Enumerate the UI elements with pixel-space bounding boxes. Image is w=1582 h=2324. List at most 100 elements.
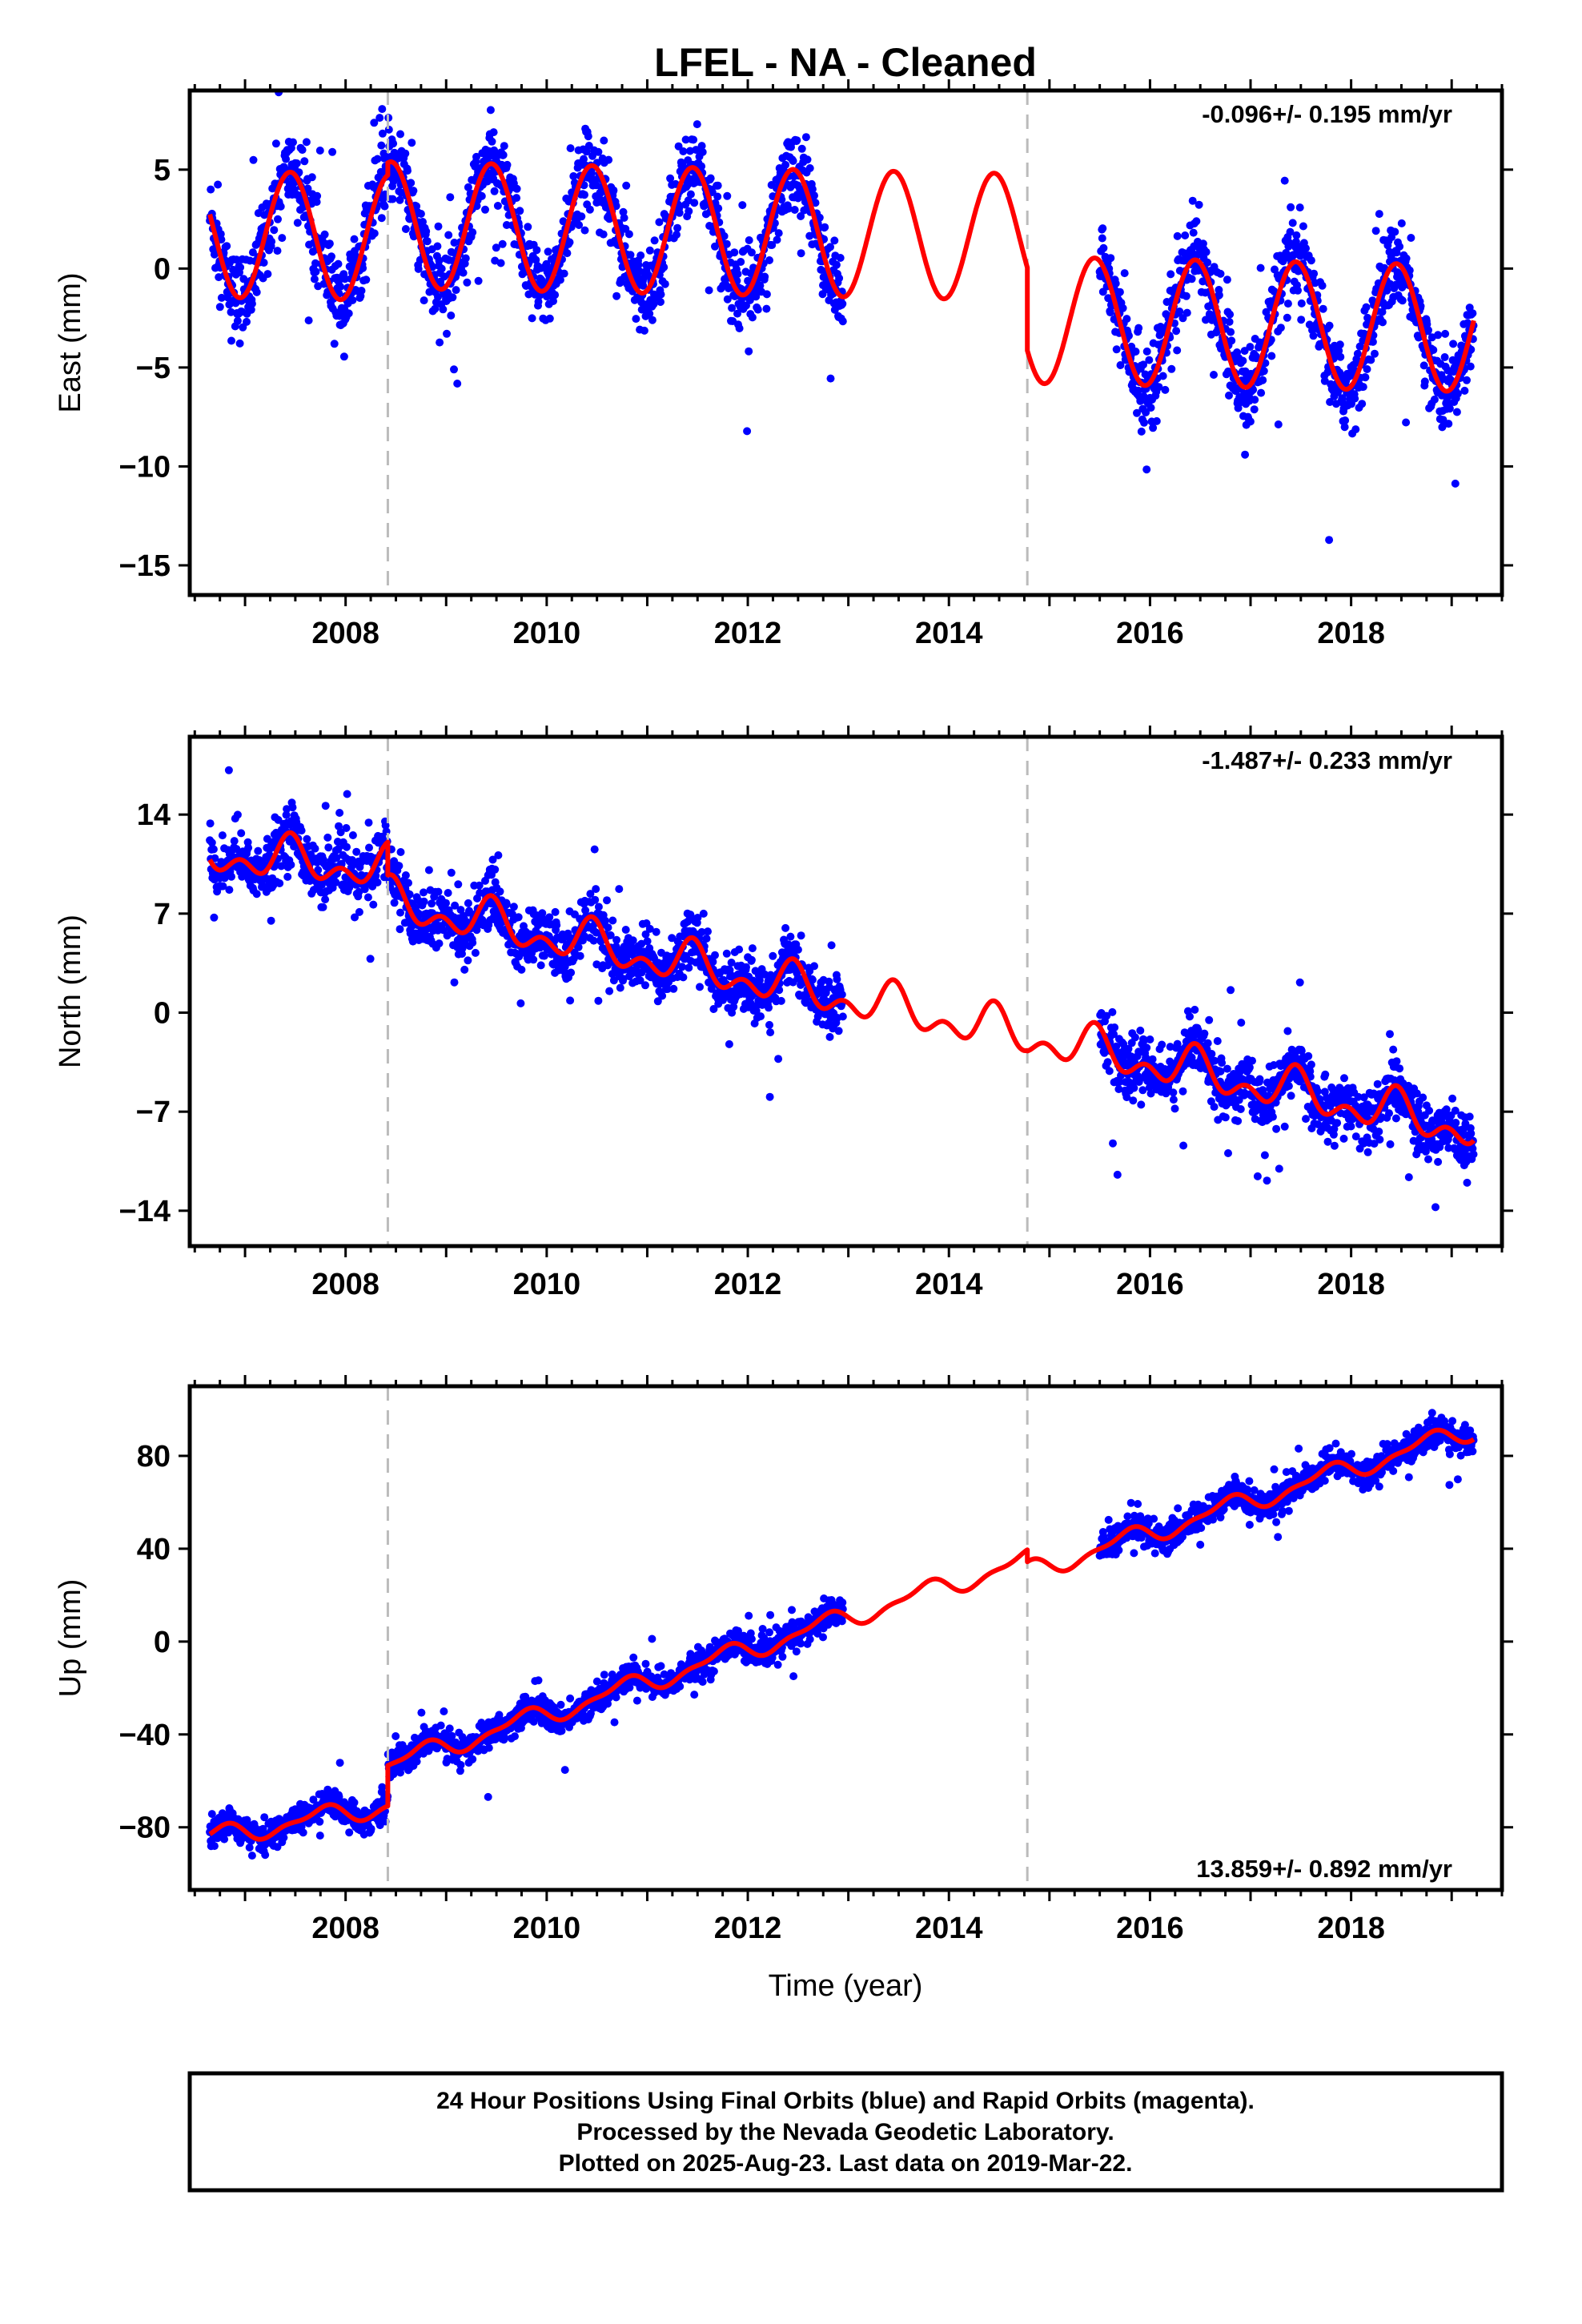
east-point <box>1336 352 1345 361</box>
north-point <box>303 834 311 843</box>
north-ytick-label: 14 <box>137 798 171 832</box>
east-ytick-label: −15 <box>119 549 171 583</box>
east-point <box>556 275 564 284</box>
east-point <box>448 293 457 302</box>
east-point <box>1309 332 1318 340</box>
north-point <box>827 941 836 950</box>
east-point <box>1361 373 1370 382</box>
north-point <box>702 935 711 943</box>
north-point <box>1395 1064 1404 1073</box>
east-point <box>496 259 505 267</box>
east-point <box>304 316 313 325</box>
east-point <box>645 246 654 255</box>
north-point <box>748 944 757 953</box>
east-point <box>585 205 594 214</box>
east-point <box>745 347 753 356</box>
east-point <box>375 114 384 123</box>
north-point <box>1275 1164 1283 1173</box>
east-point <box>1210 371 1218 379</box>
east-point <box>463 278 472 287</box>
east-point <box>453 380 462 388</box>
north-point <box>395 862 404 870</box>
east-point <box>1351 394 1359 403</box>
east-point <box>396 130 404 139</box>
east-point <box>412 202 421 211</box>
east-point <box>340 275 349 283</box>
east-point <box>1203 258 1212 267</box>
north-point <box>1404 1173 1413 1181</box>
east-point <box>1145 356 1154 364</box>
east-point <box>711 242 719 251</box>
east-point <box>544 247 552 256</box>
east-point <box>249 155 258 164</box>
north-point <box>491 865 500 874</box>
east-point <box>1134 324 1143 332</box>
east-point <box>1173 346 1182 355</box>
east-point <box>1225 391 1233 400</box>
north-point <box>224 766 233 774</box>
north-point <box>1386 1030 1394 1039</box>
east-point <box>1371 349 1379 358</box>
north-point <box>444 889 452 897</box>
north-point <box>381 821 390 830</box>
east-point <box>1299 222 1307 231</box>
east-point <box>661 279 669 288</box>
east-plot-area <box>206 90 1478 595</box>
east-point <box>660 263 669 271</box>
east-point <box>1241 450 1250 459</box>
north-point <box>1467 1129 1476 1138</box>
east-point <box>797 144 806 153</box>
north-point <box>793 945 802 954</box>
east-point <box>738 201 747 210</box>
north-point <box>396 908 404 917</box>
east-point <box>439 305 448 314</box>
east-point <box>830 236 839 245</box>
east-point <box>1149 424 1158 432</box>
east-point <box>566 144 575 153</box>
east-point <box>313 191 322 200</box>
east-point <box>1192 217 1201 226</box>
east-point <box>797 249 805 258</box>
east-point <box>1137 427 1146 436</box>
east-point <box>626 251 635 259</box>
east-point <box>563 249 572 258</box>
east-point <box>706 174 715 183</box>
north-point <box>297 826 306 835</box>
east-point <box>233 316 242 325</box>
east-point <box>532 246 541 255</box>
north-point <box>227 872 235 881</box>
east-point <box>232 255 241 264</box>
east-point <box>650 236 659 245</box>
east-point <box>1250 405 1259 414</box>
east-point <box>325 239 334 248</box>
east-point <box>1302 244 1310 253</box>
north-point <box>1386 1140 1395 1148</box>
east-point <box>488 137 496 146</box>
north-point <box>351 913 359 922</box>
north-point <box>233 810 242 819</box>
east-point <box>604 155 613 164</box>
north-point <box>1272 1124 1281 1133</box>
east-point <box>1259 376 1267 384</box>
north-point <box>1373 1080 1382 1088</box>
north-point <box>232 845 241 854</box>
north-point <box>1110 1023 1119 1031</box>
east-point <box>1379 318 1387 327</box>
north-point <box>514 913 523 922</box>
north-point <box>1234 1116 1243 1125</box>
north-point <box>323 833 332 842</box>
east-point <box>276 202 285 211</box>
east-point <box>673 223 682 232</box>
east-point <box>1466 362 1475 371</box>
east-point <box>362 275 371 284</box>
east-point <box>747 248 756 257</box>
east-point <box>370 229 379 238</box>
east-point <box>745 236 753 244</box>
north-point <box>343 842 351 851</box>
north-point <box>1210 1103 1219 1112</box>
north-point <box>837 990 846 999</box>
east-point <box>1139 392 1148 400</box>
north-point <box>604 923 612 932</box>
east-point <box>414 264 423 273</box>
east-point <box>1215 291 1223 300</box>
